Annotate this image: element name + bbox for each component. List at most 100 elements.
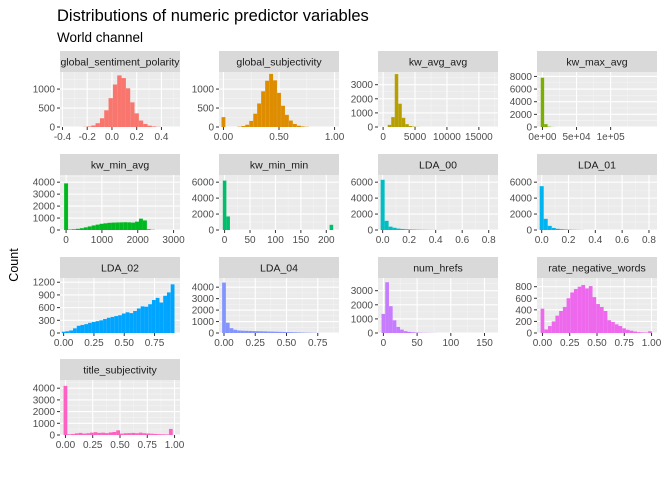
histogram-bar xyxy=(222,180,227,230)
facet-strip xyxy=(378,257,498,278)
histogram-bar xyxy=(245,124,250,127)
histogram-bar xyxy=(159,302,164,333)
histogram-bar xyxy=(86,126,92,127)
facet-panel-kw_avg_avg: kw_avg_avg 0 5000 10000 15000 0 1000 2000 3000 xyxy=(351,51,498,143)
histogram-bar xyxy=(127,433,132,435)
facet-strip-label: kw_avg_avg xyxy=(409,57,468,69)
histogram-bar xyxy=(577,286,582,333)
x-tick-label: 1.00 xyxy=(642,338,662,349)
x-tick-label: 15000 xyxy=(465,132,493,143)
histogram-bar xyxy=(143,123,148,127)
histogram-bar xyxy=(392,227,397,230)
histogram-bar xyxy=(142,433,147,435)
facet-strip xyxy=(537,154,657,175)
y-tick-label: 2000 xyxy=(192,306,215,317)
facet-strip-label: title_subjectivity xyxy=(83,365,157,377)
facet-strip-label: LDA_00 xyxy=(419,160,457,172)
histogram-bar xyxy=(64,183,69,230)
histogram-bar xyxy=(226,216,230,230)
y-tick-label: 4000 xyxy=(33,178,56,189)
histogram-bar xyxy=(401,117,406,127)
histogram-bar xyxy=(282,331,286,333)
histogram-bar xyxy=(123,433,128,435)
histogram-bar xyxy=(259,331,264,333)
facet-panel-global_subjectivity: global_subjectivity 0.00 0.50 1.00 0 500 1000 xyxy=(192,51,345,143)
histogram-bar xyxy=(566,298,571,333)
histogram-bar xyxy=(599,306,604,333)
y-tick-label: 4000 xyxy=(192,283,215,294)
x-tick-label: 0.75 xyxy=(308,338,328,349)
histogram-bar xyxy=(67,434,72,435)
x-tick-label: 0.00 xyxy=(54,338,74,349)
histogram-bar xyxy=(125,88,131,127)
y-tick-label: 4000 xyxy=(351,194,374,205)
facet-panel-global_sentiment_polarity: global_sentiment_polarity -0.4 -0.2 0.0 0.2 0… xyxy=(33,51,180,143)
x-tick-label: 0.0 xyxy=(376,235,390,246)
y-axis-label: Count xyxy=(7,248,21,282)
x-tick-label: 2000 xyxy=(127,235,150,246)
y-tick-label: 1000 xyxy=(192,85,215,96)
x-tick-label: 0.00 xyxy=(56,440,76,451)
histogram-bar xyxy=(82,433,87,435)
facet-strip-label: global_sentiment_polarity xyxy=(60,57,180,69)
histogram-bar xyxy=(222,282,226,333)
x-tick-label: 50 xyxy=(244,235,256,246)
histogram-bar xyxy=(547,225,552,230)
facet-panels: global_sentiment_polarity -0.4 -0.2 0.0 0.2 0… xyxy=(33,51,662,451)
panel-background xyxy=(378,278,498,333)
histogram-bar xyxy=(573,289,578,333)
histogram-bar xyxy=(300,126,305,127)
y-tick-label: 400 xyxy=(515,305,532,316)
histogram-bar xyxy=(114,316,119,333)
facet-strip xyxy=(378,51,498,72)
x-tick-label: 0.4 xyxy=(429,235,443,246)
facet-strip xyxy=(378,154,498,175)
facet-strip-label: LDA_02 xyxy=(101,263,139,275)
y-tick-label: 2000 xyxy=(33,202,56,213)
histogram-bar xyxy=(84,324,89,333)
y-tick-label: 0 xyxy=(367,123,373,134)
y-tick-label: 0 xyxy=(208,329,214,340)
histogram-bar xyxy=(284,114,289,127)
x-tick-label: 0.4 xyxy=(154,132,168,143)
histogram-bar xyxy=(544,329,549,333)
histogram-bar xyxy=(394,74,399,127)
histogram-bar xyxy=(265,80,270,127)
x-tick-label: 0.25 xyxy=(560,338,580,349)
histogram-bar xyxy=(403,331,408,333)
histogram-bar xyxy=(119,222,124,230)
facet-panel-LDA_01: LDA_01 0.0 0.2 0.4 0.6 0.8 0 2000 4000 6000 xyxy=(510,154,657,246)
histogram-bar xyxy=(585,288,589,333)
x-tick-label: 0.8 xyxy=(642,235,656,246)
histogram-bar xyxy=(97,432,102,435)
histogram-bar xyxy=(134,113,139,127)
histogram-bar xyxy=(108,432,113,435)
histogram-bar xyxy=(588,286,593,333)
histogram-bar xyxy=(125,312,130,333)
facet-strip-label: kw_max_avg xyxy=(566,57,627,69)
histogram-bar xyxy=(633,331,638,333)
histogram-bar xyxy=(257,103,262,127)
x-tick-label: 1.00 xyxy=(325,132,345,143)
histogram-bar xyxy=(138,120,144,127)
facet-panel-title_subjectivity: title_subjectivity 0.00 0.25 0.50 0.75 1.00 01… xyxy=(33,359,185,451)
histogram-bar xyxy=(131,432,136,435)
histogram-bar xyxy=(69,330,74,333)
chart-title: Distributions of numeric predictor varia… xyxy=(57,7,369,25)
x-tick-label: 3000 xyxy=(162,235,185,246)
histogram-bar xyxy=(396,228,401,230)
histogram-bar xyxy=(396,326,401,333)
y-tick-label: 1000 xyxy=(192,317,215,328)
facet-strip xyxy=(219,257,339,278)
histogram-bar xyxy=(99,320,104,333)
histogram-bar xyxy=(121,78,126,127)
x-tick-label: 0.50 xyxy=(277,338,297,349)
y-tick-label: 3000 xyxy=(33,190,56,201)
y-tick-label: 1000 xyxy=(351,314,374,325)
histogram-bar xyxy=(270,331,275,333)
histogram-bar xyxy=(121,313,126,333)
histogram-bar xyxy=(95,224,100,230)
histogram-bar xyxy=(107,222,112,230)
